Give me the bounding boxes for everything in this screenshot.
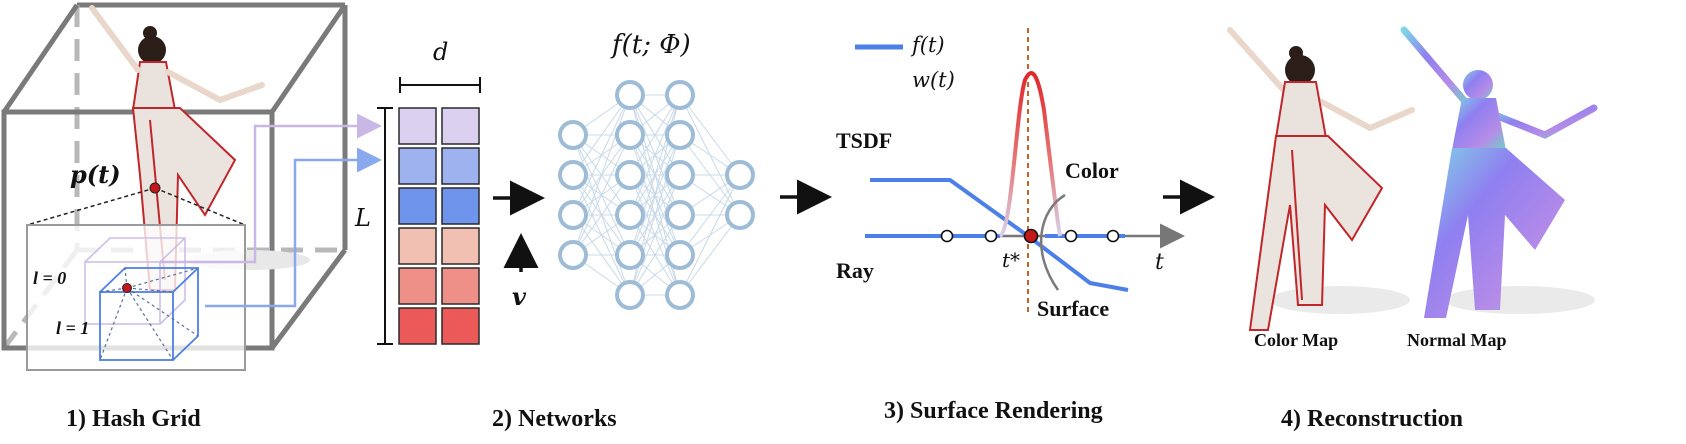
feature-cell <box>398 307 437 345</box>
ray-label: Ray <box>836 258 874 283</box>
feature-cell <box>441 267 480 305</box>
network-node <box>665 120 695 150</box>
network-edge <box>572 94 631 256</box>
network-node <box>665 80 695 110</box>
network-edge <box>679 174 741 256</box>
network-edge <box>572 94 631 176</box>
network-node <box>665 280 695 310</box>
network-edge <box>629 94 681 176</box>
caption-surface-rendering: 3) Surface Rendering <box>884 398 1103 424</box>
normal-map-render <box>1400 26 1598 318</box>
t-axis-label: t <box>1155 250 1164 275</box>
network-node <box>615 120 645 150</box>
legend-f-label: f(t) <box>912 33 945 57</box>
surface-rendering-plot <box>855 28 1185 312</box>
network-node <box>615 200 645 230</box>
network-edge <box>572 134 631 256</box>
network-edge <box>679 214 741 296</box>
feature-table <box>377 77 481 345</box>
feature-cell <box>441 307 480 345</box>
network-function-label: f(t; Φ) <box>612 30 691 60</box>
multires-grid-inset <box>26 224 246 371</box>
network-edge <box>572 94 631 216</box>
feature-cell <box>398 187 437 225</box>
network-edge <box>629 174 681 296</box>
tstar-label: t* <box>1002 248 1021 272</box>
feature-cell <box>441 227 480 265</box>
view-direction-label: v <box>512 282 526 311</box>
network-node <box>665 200 695 230</box>
caption-networks: 2) Networks <box>492 406 617 432</box>
network-edge <box>679 94 741 176</box>
network-node <box>665 240 695 270</box>
feature-cell <box>441 147 480 185</box>
level0-label: l = 0 <box>33 268 67 288</box>
network-node <box>615 280 645 310</box>
network-edge <box>629 134 681 296</box>
network-node <box>665 160 695 190</box>
network-edge <box>629 94 681 216</box>
network-edge <box>629 214 681 296</box>
feature-cell <box>398 227 437 265</box>
table-width-label: d <box>433 38 449 66</box>
color-label: Color <box>1065 158 1119 183</box>
table-levels-label: L <box>355 204 371 232</box>
legend-w-label: w(t) <box>912 68 955 92</box>
dancer-figure <box>89 5 310 291</box>
surface-point <box>1023 228 1039 244</box>
feature-cell <box>398 107 437 145</box>
caption-reconstruction: 4) Reconstruction <box>1281 406 1463 432</box>
surface-label: Surface <box>1037 296 1110 321</box>
point-label: p(t) <box>70 160 121 189</box>
feature-cell <box>398 147 437 185</box>
color-map-label: Color Map <box>1254 330 1339 350</box>
network-node <box>725 200 755 230</box>
feature-cell <box>441 187 480 225</box>
network-node <box>558 160 588 190</box>
network-node <box>558 240 588 270</box>
network-node <box>558 120 588 150</box>
sample-point <box>149 182 161 194</box>
network-node <box>615 80 645 110</box>
network-node <box>615 240 645 270</box>
network-node <box>615 160 645 190</box>
feature-cell <box>441 107 480 145</box>
tsdf-label: TSDF <box>836 128 893 153</box>
feature-cell <box>398 267 437 305</box>
caption-hash-grid: 1) Hash Grid <box>66 406 201 432</box>
weight-curve <box>998 71 1062 238</box>
network-edge <box>629 94 681 256</box>
color-map-render <box>1227 27 1415 331</box>
level1-label: l = 1 <box>56 318 90 338</box>
network-node <box>725 160 755 190</box>
network-node <box>558 200 588 230</box>
network-edge <box>679 174 741 296</box>
network-edge <box>572 174 631 256</box>
normal-map-label: Normal Map <box>1407 330 1507 350</box>
mlp-network <box>558 80 755 310</box>
